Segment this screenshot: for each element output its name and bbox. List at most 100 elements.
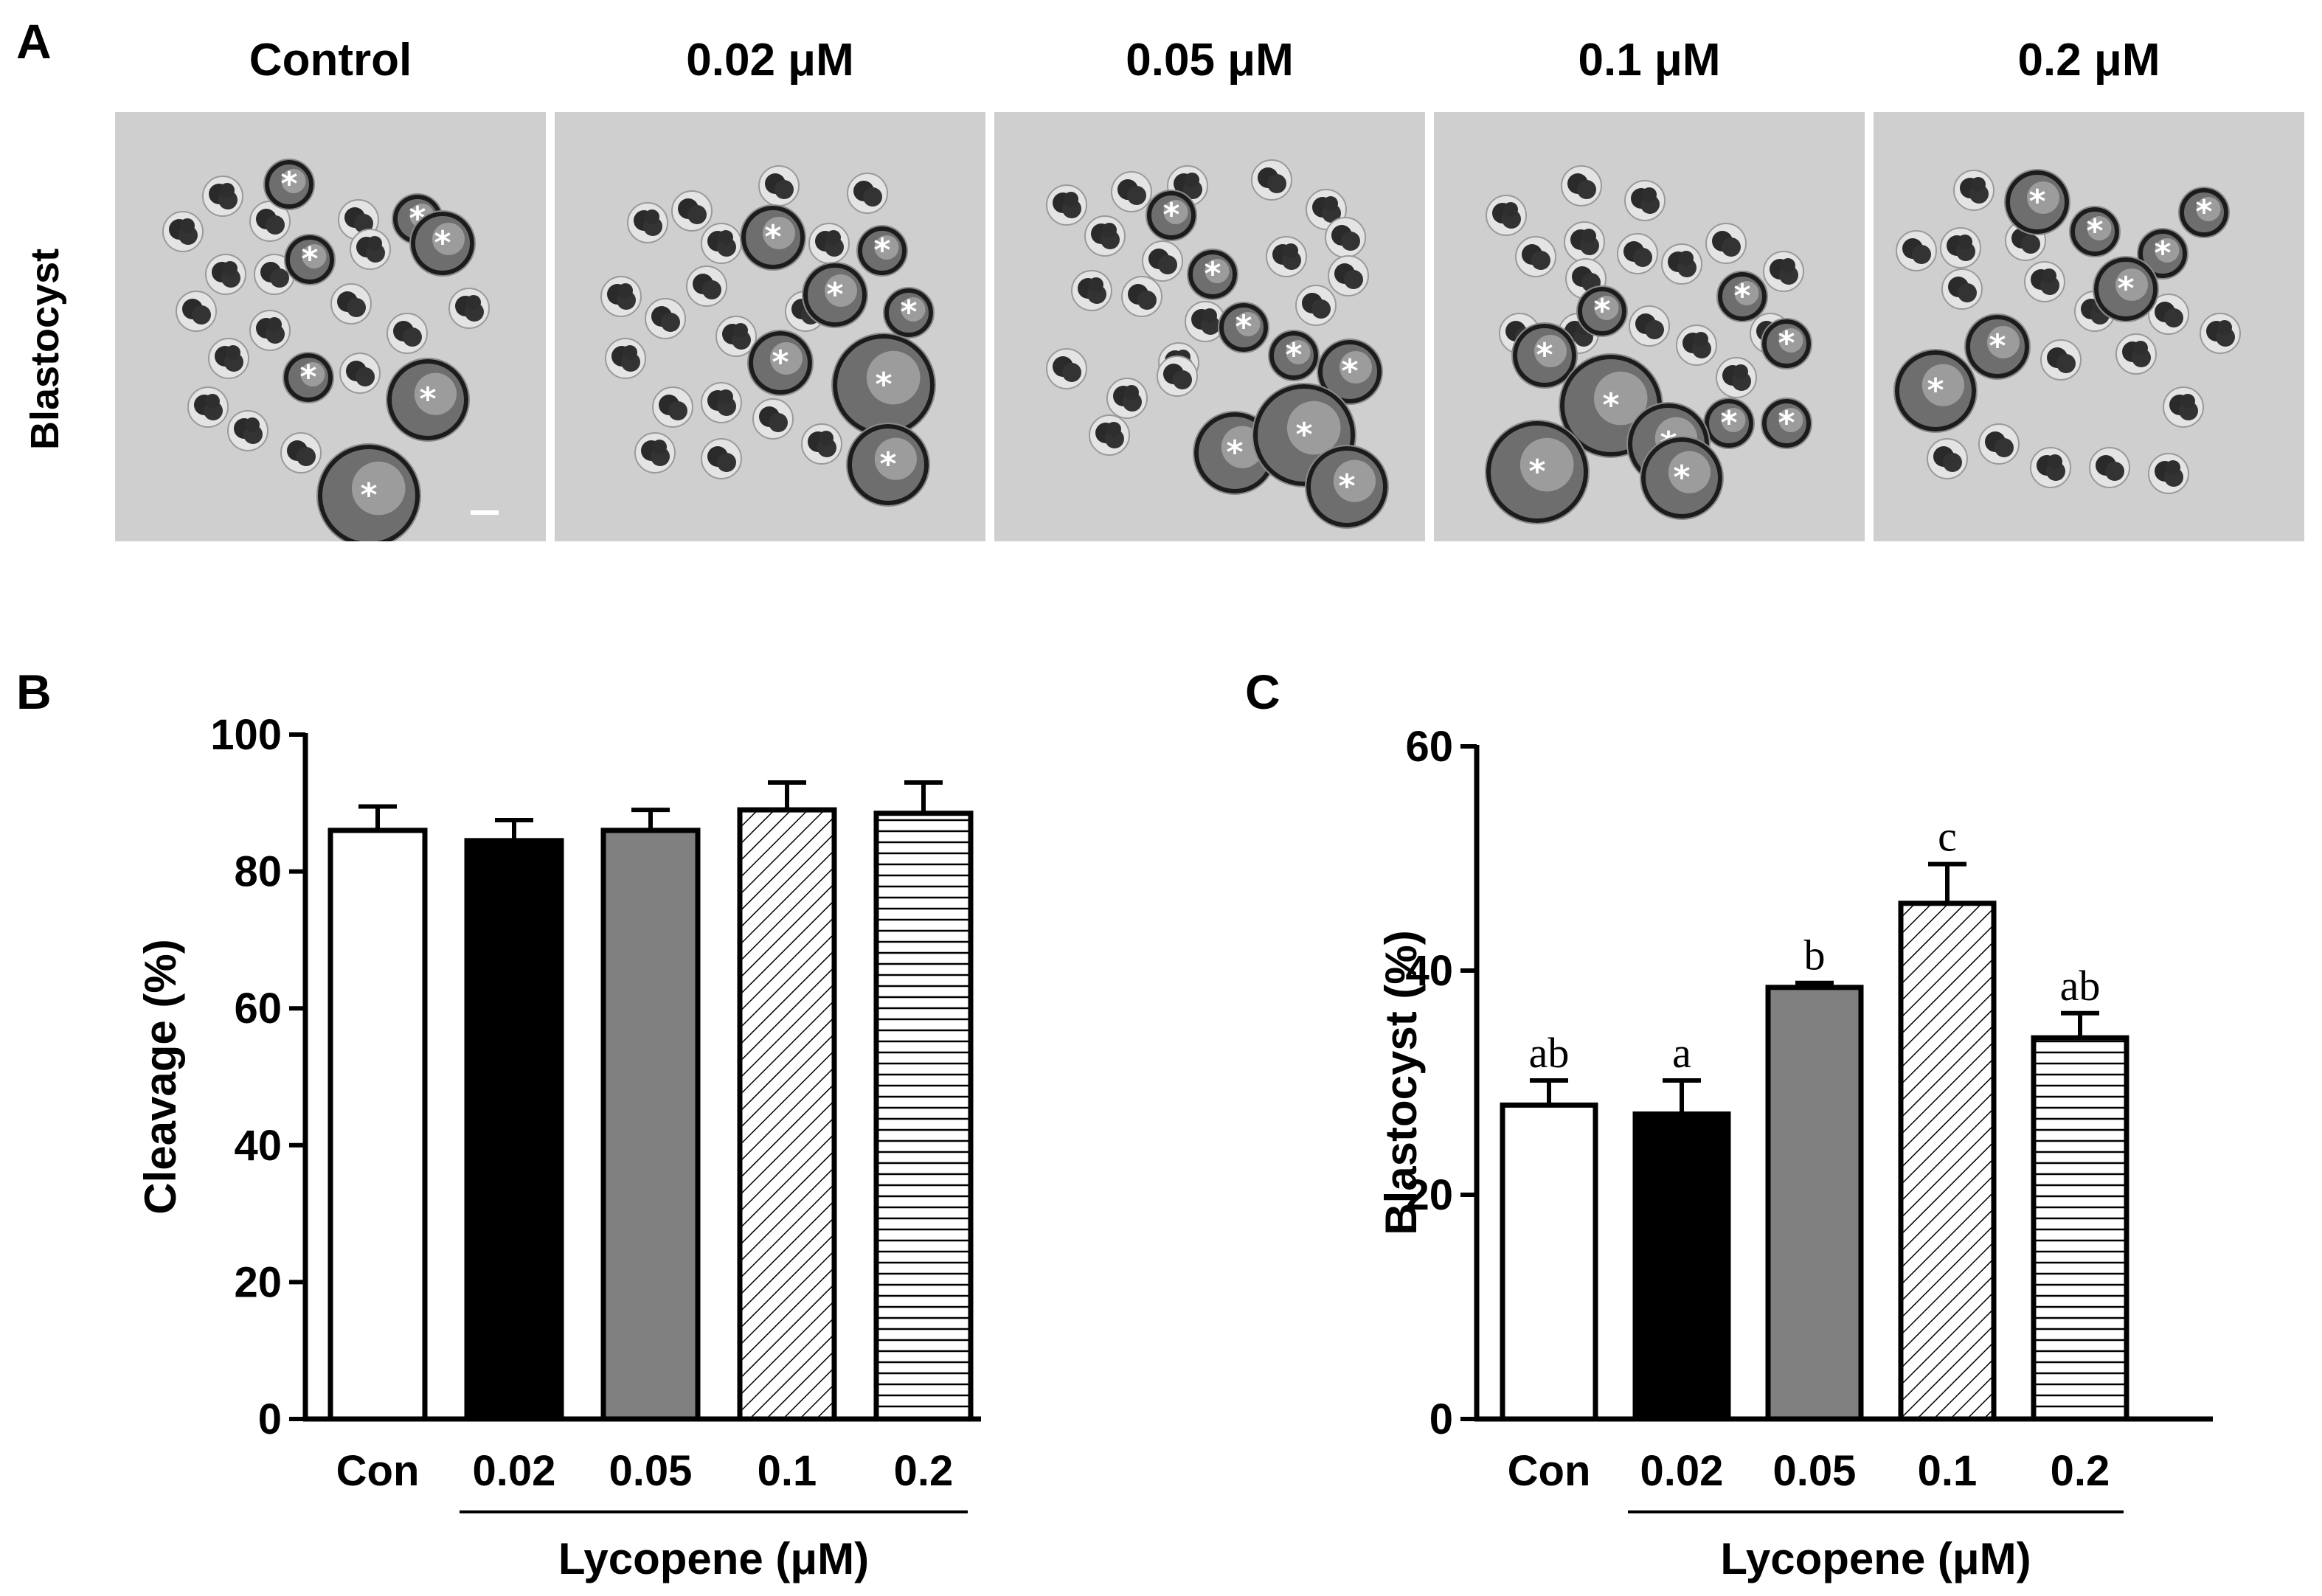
y-tick-label: 100 (210, 711, 282, 759)
column-header-control: Control (249, 35, 412, 86)
micrograph-0-1: *********** (1434, 112, 1865, 541)
embryo-blastomere (1185, 173, 1199, 187)
blastocyst-cavity (414, 372, 457, 415)
blastocyst-marker: * (2117, 270, 2134, 308)
micrograph-0-02: * * * * * * * (555, 112, 985, 541)
blastocyst-marker: * (2086, 212, 2103, 250)
blastocyst-marker: * (1778, 404, 1795, 442)
embryo-blastomere (1311, 299, 1331, 319)
embryo-blastomere (1531, 251, 1550, 270)
embryo-blastomere (652, 440, 667, 454)
embryo-blastomere (1943, 453, 1962, 472)
y-tick-label: 0 (1429, 1395, 1453, 1443)
embryo-blastomere (702, 280, 721, 299)
embryo-blastomere (266, 215, 285, 235)
embryo-blastomere (205, 394, 220, 409)
blastocyst-marker: * (873, 232, 890, 269)
blastocyst-cavity (1340, 351, 1372, 384)
y-tick-label: 60 (234, 985, 282, 1033)
panel-label-a: A (16, 14, 52, 69)
blastocyst-marker: * (280, 165, 297, 203)
y-tick-label: 20 (1405, 1171, 1453, 1219)
significance-label: c (1938, 813, 1957, 861)
significance-label: b (1804, 931, 1826, 979)
blastocyst-marker: * (1778, 325, 1795, 362)
blastocyst-marker: * (434, 224, 451, 262)
y-tick-label: 0 (258, 1395, 282, 1443)
embryo-blastomere (1958, 283, 1977, 302)
embryo-blastomere (1124, 385, 1139, 400)
blastocyst-marker: * (1528, 453, 1545, 490)
embryo-blastomere (645, 209, 659, 224)
embryo-blastomere (1577, 180, 1596, 199)
blastocyst-marker: * (299, 358, 316, 396)
embryo-blastomere (1694, 332, 1708, 347)
blastocyst-cavity (1286, 400, 1341, 455)
blastocyst-cavity (2115, 268, 2148, 301)
embryo-blastomere (1102, 223, 1117, 237)
blastocyst-marker: * (419, 381, 436, 418)
x-tick-label: Con (336, 1447, 420, 1495)
blastocyst-marker: * (1733, 277, 1750, 315)
blastocyst-chart: 0 20 40 60 Blastocyst (%) Con ab 0.02 a 0.05 b 0.1 c… (1376, 723, 2213, 1583)
embryo-blastomere (2164, 308, 2183, 327)
blastocyst-cavity (874, 437, 917, 480)
blastocyst-marker: * (1204, 255, 1221, 293)
embryo-blastomere (1344, 270, 1363, 289)
bar-0.1 (1898, 901, 1997, 1422)
blastocyst-cavity (1286, 340, 1311, 364)
blastocyst-marker: * (1162, 196, 1179, 234)
x-tick-label: 0.1 (758, 1447, 817, 1495)
x-axis-label: Lycopene (μM) (558, 1534, 869, 1583)
blastocyst-cavity (281, 169, 306, 193)
panel-label-b: B (16, 665, 52, 719)
embryo-blastomere (367, 236, 382, 251)
blastocyst-cavity (302, 244, 327, 268)
y-axis-label: Blastocyst (%) (1376, 930, 1426, 1235)
bar-0.2 (873, 811, 974, 1422)
blastocyst-cavity (1778, 328, 1803, 353)
blastocyst-cavity (1205, 259, 1230, 283)
blastocyst-marker: * (826, 276, 843, 313)
blastocyst-cavity (1519, 437, 1574, 492)
embryo-blastomere (356, 367, 375, 386)
embryo-blastomere (687, 205, 707, 224)
blastocyst-cavity (1163, 200, 1188, 224)
bar-0.05 (600, 828, 701, 1422)
y-tick-label: 80 (234, 848, 282, 896)
embryo-blastomere (668, 401, 687, 420)
embryo-blastomere (863, 187, 882, 207)
embryo-blastomere (2021, 235, 2040, 254)
embryo-blastomere (1722, 237, 1741, 257)
embryo-blastomere (223, 261, 238, 276)
blastocyst-marker: * (1285, 336, 1302, 374)
embryo-blastomere (270, 268, 289, 288)
embryo-blastomere (1323, 196, 1338, 211)
embryo-blastomere (267, 317, 282, 332)
embryo-blastomere (245, 417, 260, 432)
column-header-0-05: 0.05 μM (1126, 35, 1294, 86)
embryo-blastomere (1971, 177, 1986, 192)
blastocyst-marker: * (1338, 468, 1355, 505)
embryo-blastomere (2105, 462, 2124, 481)
embryo-blastomere (1781, 258, 1795, 273)
blastocyst-marker: * (1989, 327, 2006, 365)
blastocyst-cavity (770, 342, 803, 375)
blastocyst-cavity (1778, 408, 1803, 432)
blastocyst-cavity (2027, 181, 2059, 214)
embryo-blastomere (1158, 255, 1177, 274)
blastocyst-cavity (1594, 296, 1619, 320)
embryo-blastomere (2166, 460, 2180, 475)
bar-0.1 (737, 807, 837, 1422)
embryo-blastomere (717, 453, 736, 472)
blastocyst-marker: * (1536, 336, 1553, 374)
blastocyst-marker: * (1226, 434, 1243, 471)
embryo-blastomere (1127, 186, 1146, 205)
embryo-blastomere (1283, 243, 1298, 258)
embryo-blastomere (1645, 320, 1664, 339)
blastocyst-marker: * (875, 366, 892, 403)
y-axis-label: Cleavage (%) (136, 939, 185, 1214)
bar-0.02 (464, 838, 564, 1422)
y-tick-label: 40 (1405, 947, 1453, 995)
blastocyst-marker: * (879, 445, 896, 483)
